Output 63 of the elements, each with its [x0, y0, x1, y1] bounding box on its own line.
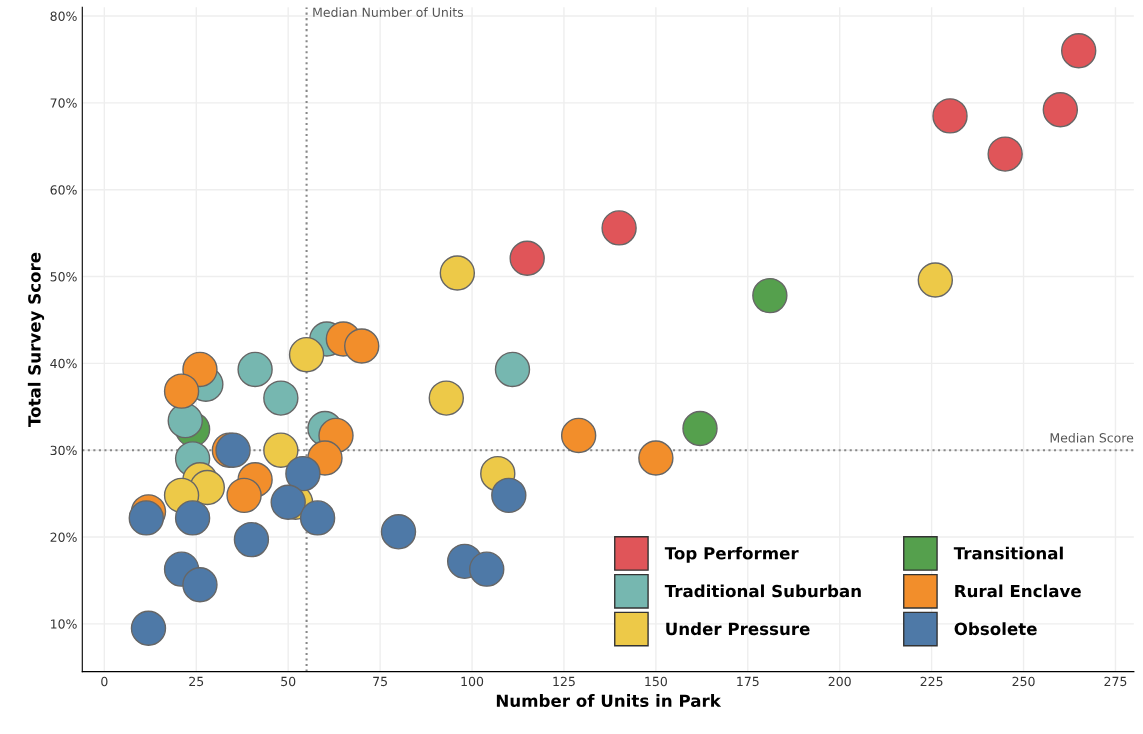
x-tick-label: 175: [737, 676, 759, 687]
x-tick-label: 100: [461, 676, 484, 687]
legend-label: Traditional Suburban: [664, 584, 861, 598]
x-tick-label: 125: [553, 676, 575, 687]
legend-label: Rural Enclave: [955, 584, 1081, 598]
point: [428, 380, 465, 416]
x-tick-label: 0: [101, 676, 108, 687]
legend-label: Transitional: [953, 546, 1063, 560]
point: [682, 410, 718, 447]
point: [1042, 92, 1079, 128]
point: [380, 514, 417, 550]
point: [344, 328, 380, 364]
point: [163, 373, 200, 409]
point: [182, 567, 218, 603]
y-axis-title: Total Survey Score: [27, 252, 45, 427]
point: [638, 440, 674, 476]
point: [917, 262, 954, 298]
point: [167, 402, 203, 439]
y-tick-label: 70%: [50, 98, 77, 108]
point: [237, 351, 273, 388]
x-axis-title: Number of Units in Park: [496, 694, 722, 708]
ref-line-label: Median Score: [1050, 432, 1134, 443]
legend-label: Under Pressure: [666, 622, 810, 636]
y-tick-label: 60%: [50, 185, 77, 195]
legend-label: Obsolete: [954, 622, 1037, 636]
x-tick-label: 200: [828, 676, 851, 687]
point: [509, 240, 545, 276]
x-tick-label: 50: [281, 676, 296, 687]
point: [174, 500, 211, 536]
y-tick-label: 20%: [50, 532, 77, 542]
point: [285, 455, 321, 492]
x-tick-label: 25: [189, 676, 204, 687]
y-tick-label: 50%: [50, 271, 77, 282]
point: [491, 477, 527, 514]
point: [560, 417, 597, 454]
point: [299, 500, 336, 536]
x-tick-label: 225: [920, 676, 943, 687]
x-tick-label: 275: [1104, 676, 1127, 687]
point: [288, 336, 325, 373]
x-tick-label: 150: [645, 676, 667, 687]
point: [233, 521, 270, 558]
point: [263, 432, 299, 468]
point: [263, 380, 299, 416]
ref-line-label: Median Number of Units: [313, 7, 464, 18]
x-tick-label: 75: [373, 676, 387, 687]
point: [601, 210, 637, 246]
legend-label: Top Performer: [664, 546, 799, 563]
point: [932, 98, 968, 134]
point: [439, 255, 476, 291]
y-tick-label: 30%: [50, 445, 77, 456]
x-tick-label: 250: [1012, 676, 1035, 687]
y-tick-label: 10%: [51, 619, 77, 629]
point: [182, 351, 218, 388]
point: [752, 277, 788, 314]
point: [130, 610, 167, 646]
y-tick-label: 80%: [50, 11, 77, 21]
point: [494, 351, 531, 388]
point: [128, 500, 164, 536]
point: [1060, 33, 1097, 69]
point: [226, 477, 262, 514]
point: [469, 551, 505, 587]
y-tick-label: 40%: [50, 358, 77, 369]
point: [987, 136, 1023, 172]
